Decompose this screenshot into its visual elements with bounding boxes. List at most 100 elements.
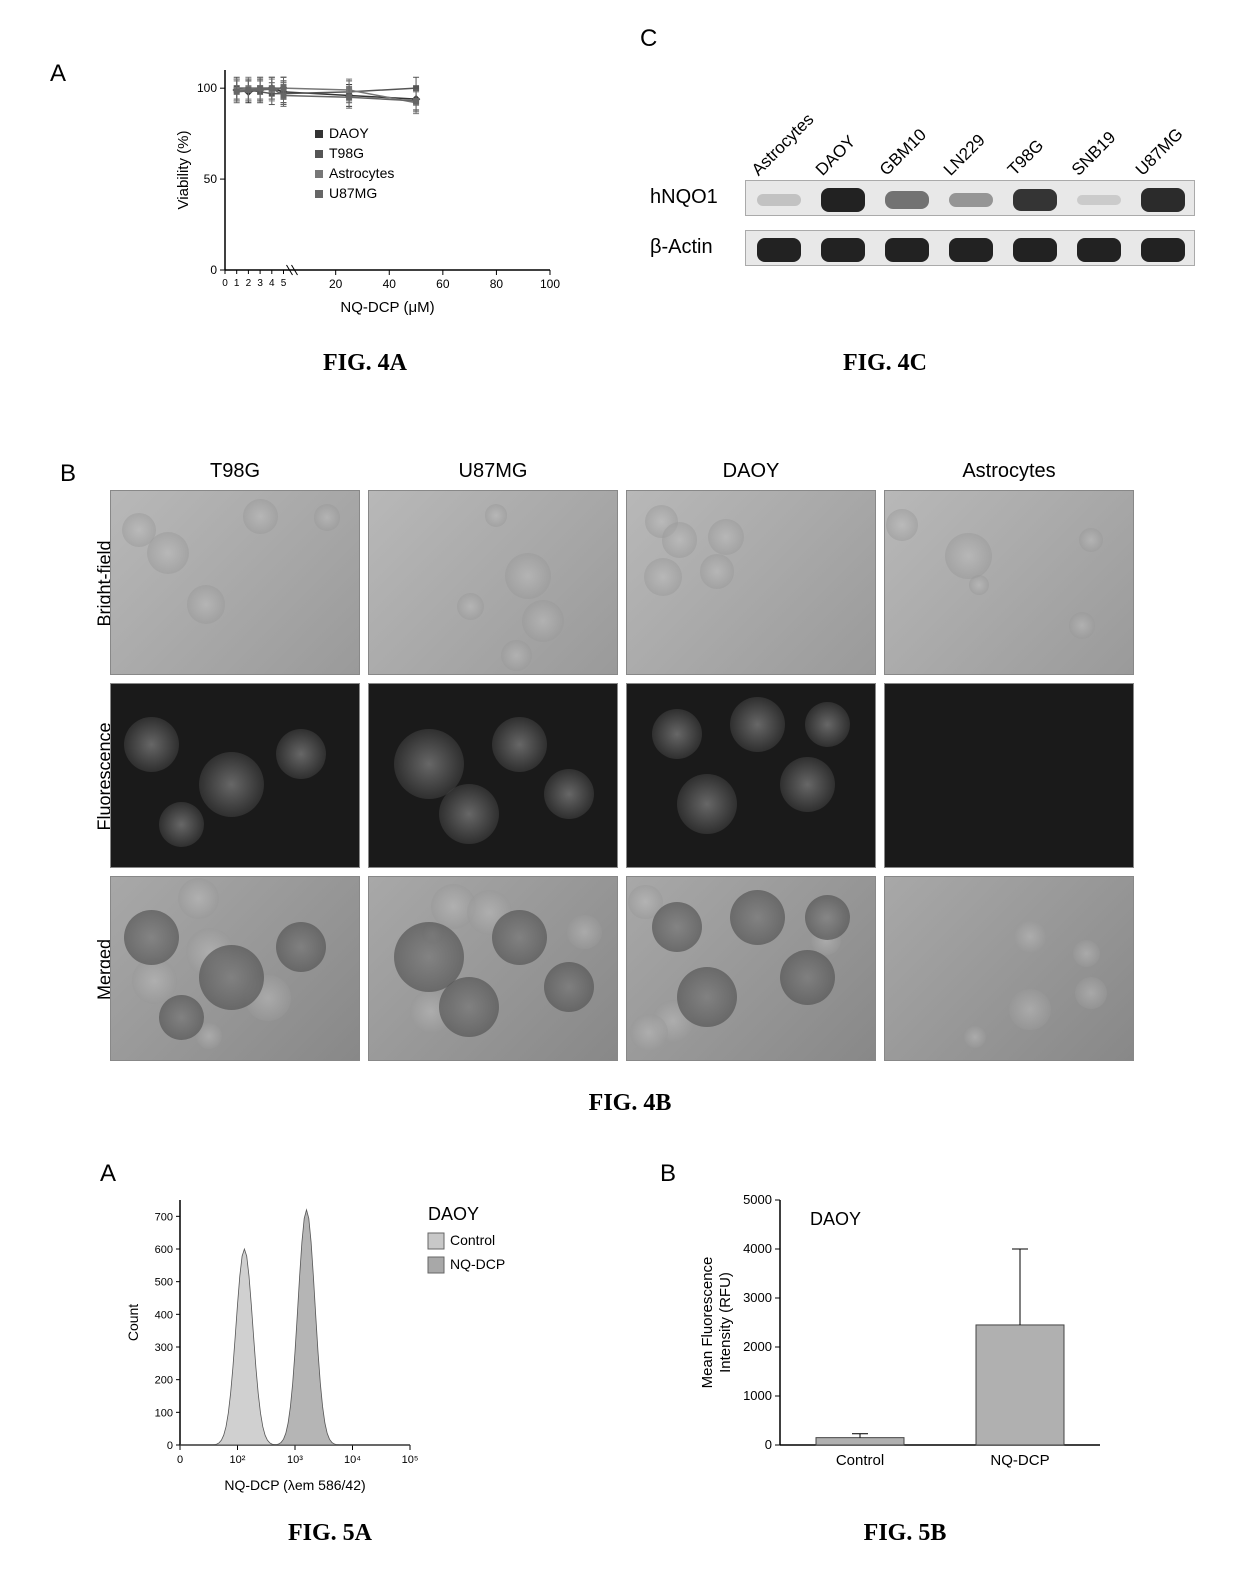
svg-text:1000: 1000 <box>743 1388 772 1403</box>
svg-text:T98G: T98G <box>329 145 364 161</box>
svg-text:40: 40 <box>383 277 397 291</box>
svg-text:400: 400 <box>155 1309 173 1321</box>
blot-band <box>821 238 866 262</box>
svg-text:700: 700 <box>155 1211 173 1223</box>
svg-text:4000: 4000 <box>743 1241 772 1256</box>
blot-band <box>1013 189 1058 212</box>
microscopy-image <box>368 683 618 868</box>
western-blot: AstrocytesDAOY GBM10LN229 T98G SNB19U87MG hN… <box>650 50 1190 310</box>
blot-band <box>949 193 994 208</box>
svg-text:4: 4 <box>269 278 275 289</box>
lane-label: T98G <box>1004 136 1048 180</box>
svg-text:2000: 2000 <box>743 1339 772 1354</box>
panel-letter-5a: A <box>100 1160 116 1188</box>
microscopy-image <box>110 683 360 868</box>
svg-text:50: 50 <box>204 172 218 186</box>
lane-label: SNB19 <box>1068 128 1120 180</box>
svg-text:0: 0 <box>177 1454 183 1466</box>
lane-label: U87MG <box>1132 124 1188 180</box>
svg-text:5: 5 <box>281 278 287 289</box>
svg-text:100: 100 <box>197 81 217 95</box>
caption-4a: FIG. 4A <box>170 350 560 377</box>
caption-4c: FIG. 4C <box>690 350 1080 377</box>
svg-text:0: 0 <box>222 278 228 289</box>
svg-text:DAOY: DAOY <box>810 1209 861 1229</box>
microscopy-col-label: T98G <box>110 460 360 483</box>
blot-band <box>1077 195 1122 206</box>
microscopy-image <box>626 876 876 1061</box>
svg-text:0: 0 <box>210 263 217 277</box>
microscopy-image <box>110 876 360 1061</box>
svg-text:200: 200 <box>155 1375 173 1387</box>
caption-5b: FIG. 5B <box>690 1520 1120 1547</box>
svg-text:500: 500 <box>155 1277 173 1289</box>
lane-label: GBM10 <box>876 125 931 180</box>
blot-band <box>1077 238 1122 262</box>
microscopy-image <box>368 490 618 675</box>
svg-text:NQ-DCP (λem 586/42): NQ-DCP (λem 586/42) <box>224 1477 365 1493</box>
lane-label: Astrocytes <box>748 110 818 180</box>
svg-text:0: 0 <box>765 1437 772 1452</box>
svg-text:10³: 10³ <box>287 1454 303 1466</box>
svg-text:Control: Control <box>450 1232 495 1248</box>
microscopy-image <box>110 490 360 675</box>
blot-band <box>1141 188 1186 211</box>
svg-text:100: 100 <box>155 1407 173 1419</box>
microscopy-image <box>626 490 876 675</box>
microscopy-image <box>884 876 1134 1061</box>
svg-text:600: 600 <box>155 1244 173 1256</box>
svg-text:2: 2 <box>246 278 252 289</box>
panel-letter-4b: B <box>60 460 76 488</box>
flow-histogram: 0 100 200 300 400 500 600 700 0 10² 10³ 10⁴ 10⁵ NQ-DC… <box>120 1180 540 1500</box>
svg-text:3: 3 <box>257 278 263 289</box>
svg-text:10⁵: 10⁵ <box>402 1454 419 1466</box>
blot-band <box>821 188 866 212</box>
svg-text:10⁴: 10⁴ <box>344 1454 361 1466</box>
blot-band <box>1141 238 1186 262</box>
caption-4b: FIG. 4B <box>110 1090 1150 1117</box>
svg-text:60: 60 <box>436 277 450 291</box>
lane-label: LN229 <box>940 130 990 180</box>
blot-row-label: hNQO1 <box>650 186 718 209</box>
blot-band <box>949 238 994 262</box>
svg-text:0: 0 <box>167 1440 173 1452</box>
blot-band <box>885 191 930 209</box>
microscopy-image <box>368 876 618 1061</box>
panel-letter-5b: B <box>660 1160 676 1188</box>
lane-label: DAOY <box>812 132 860 180</box>
microscopy-image <box>884 683 1134 868</box>
svg-text:U87MG: U87MG <box>329 185 377 201</box>
svg-text:20: 20 <box>329 277 343 291</box>
svg-text:Viability (%): Viability (%) <box>175 131 192 210</box>
svg-text:DAOY: DAOY <box>329 125 369 141</box>
svg-text:Astrocytes: Astrocytes <box>329 165 394 181</box>
svg-text:DAOY: DAOY <box>428 1204 479 1224</box>
microscopy-image <box>884 490 1134 675</box>
svg-text:Count: Count <box>125 1304 141 1341</box>
microscopy-col-label: U87MG <box>368 460 618 483</box>
svg-text:3000: 3000 <box>743 1290 772 1305</box>
blot-band <box>757 194 802 205</box>
blot-strip <box>745 180 1195 216</box>
svg-text:Mean Fluorescence: Mean Fluorescence <box>699 1257 716 1389</box>
panel-letter-4c: C <box>640 25 657 53</box>
svg-text:10²: 10² <box>230 1454 246 1466</box>
blot-row-label: β-Actin <box>650 236 713 259</box>
svg-text:NQ-DCP: NQ-DCP <box>450 1256 505 1272</box>
panel-letter-4a: A <box>50 60 66 88</box>
blot-band <box>885 238 930 262</box>
blot-band <box>757 238 802 262</box>
svg-text:80: 80 <box>490 277 504 291</box>
blot-band <box>1013 238 1058 262</box>
svg-text:100: 100 <box>540 277 560 291</box>
microscopy-col-label: DAOY <box>626 460 876 483</box>
mfi-bar-chart: 010002000300040005000ControlNQ-DCPMean F… <box>690 1180 1120 1500</box>
blot-strip <box>745 230 1195 266</box>
microscopy-col-label: Astrocytes <box>884 460 1134 483</box>
svg-text:NQ-DCP (μM): NQ-DCP (μM) <box>340 299 434 316</box>
svg-text:Control: Control <box>836 1452 884 1469</box>
svg-text:1: 1 <box>234 278 240 289</box>
svg-text:300: 300 <box>155 1342 173 1354</box>
caption-5a: FIG. 5A <box>120 1520 540 1547</box>
viability-chart: 05010001234520406080100DAOYT98GAstrocyte… <box>170 60 560 320</box>
